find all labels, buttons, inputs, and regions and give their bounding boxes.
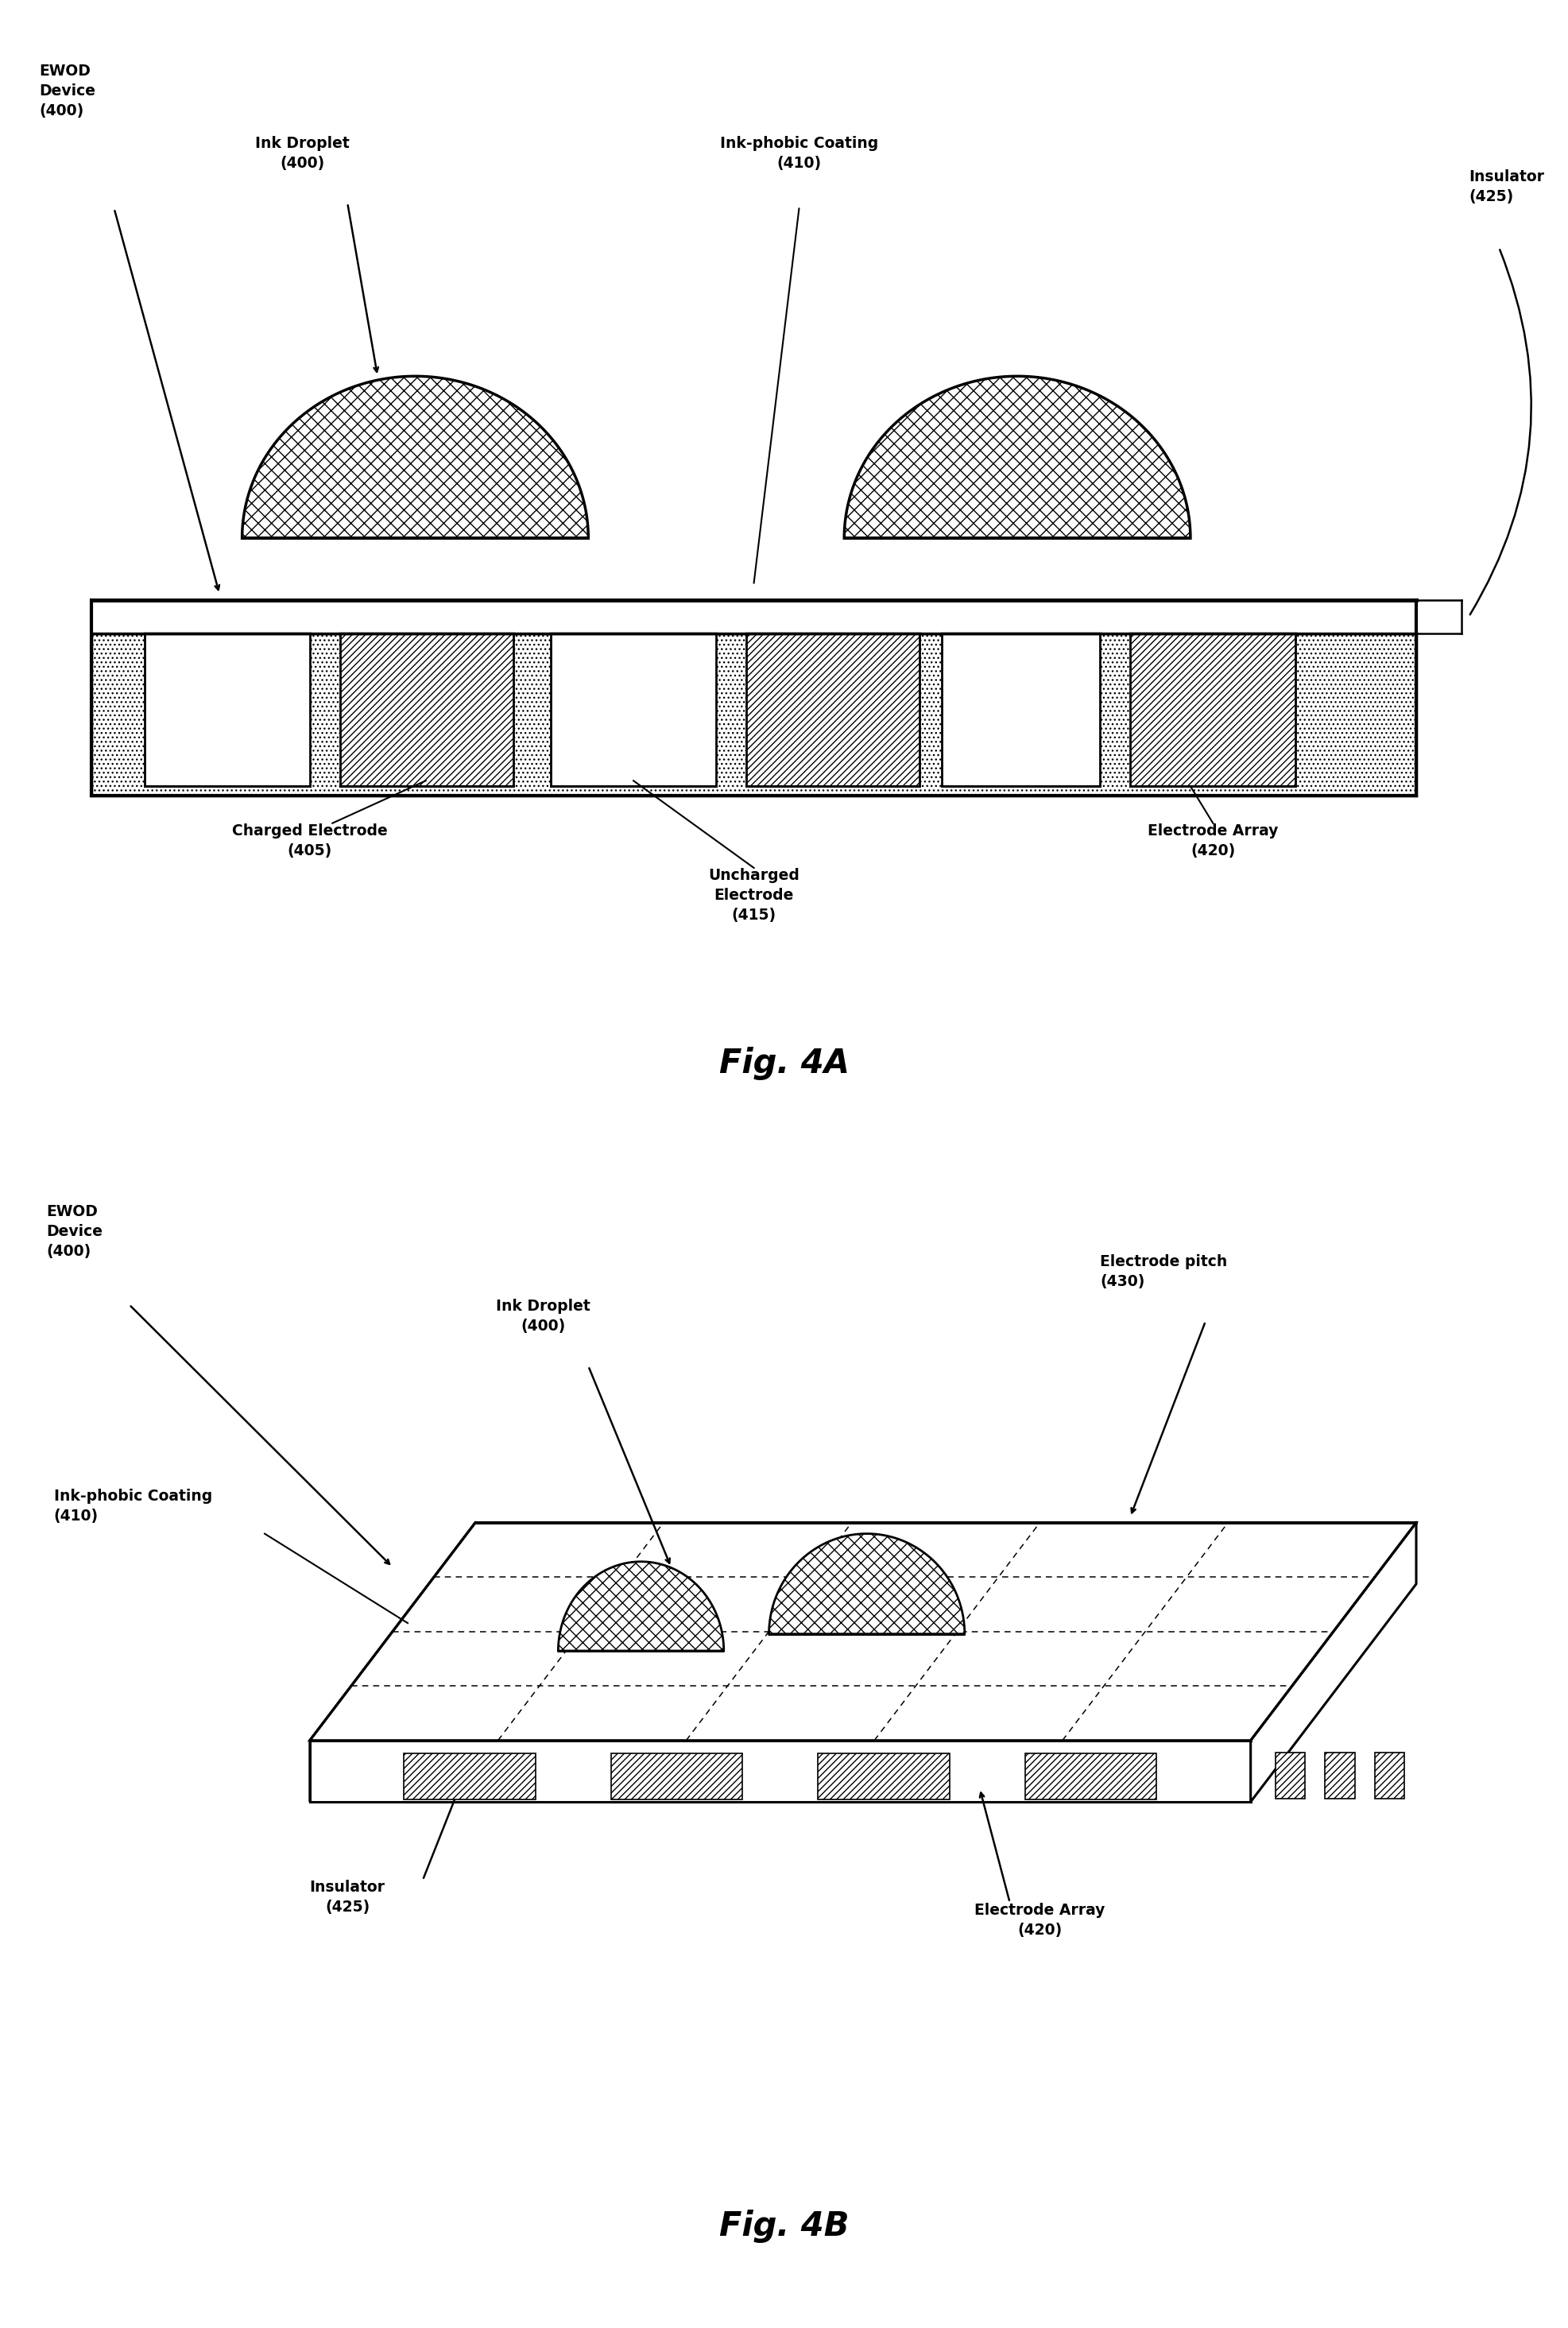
Bar <box>91 633 1416 796</box>
Text: Ink-phobic Coating
(410): Ink-phobic Coating (410) <box>720 135 878 170</box>
Text: Electrode pitch
(430): Electrode pitch (430) <box>1101 1255 1228 1290</box>
Text: Ink Droplet
(400): Ink Droplet (400) <box>256 135 350 170</box>
Polygon shape <box>768 1534 964 1634</box>
Polygon shape <box>1275 1753 1305 1800</box>
Polygon shape <box>612 1753 743 1800</box>
Bar <box>550 633 717 787</box>
Polygon shape <box>558 1562 724 1651</box>
Text: EWOD
Device
(400): EWOD Device (400) <box>47 1204 103 1259</box>
Text: Insulator
(425): Insulator (425) <box>1469 170 1544 205</box>
Text: Fig. 4B: Fig. 4B <box>720 2209 848 2244</box>
Text: Ink-phobic Coating
(410): Ink-phobic Coating (410) <box>53 1490 212 1525</box>
Text: Charged Electrode
(405): Charged Electrode (405) <box>232 824 387 859</box>
Polygon shape <box>1251 1523 1416 1802</box>
Bar <box>144 633 310 787</box>
Text: Ink Droplet
(400): Ink Droplet (400) <box>495 1299 590 1334</box>
Polygon shape <box>310 1741 1251 1802</box>
Polygon shape <box>241 377 588 538</box>
Text: Electrode Array
(420): Electrode Array (420) <box>975 1902 1105 1937</box>
Polygon shape <box>1325 1753 1355 1800</box>
Text: EWOD
Device
(400): EWOD Device (400) <box>39 63 96 119</box>
Bar <box>746 633 919 787</box>
Polygon shape <box>310 1523 475 1802</box>
Polygon shape <box>844 377 1190 538</box>
Text: Uncharged
Electrode
(415): Uncharged Electrode (415) <box>709 868 800 922</box>
Polygon shape <box>310 1523 1416 1741</box>
Text: Insulator
(425): Insulator (425) <box>310 1881 386 1916</box>
Text: Fig. 4A: Fig. 4A <box>718 1048 850 1080</box>
Polygon shape <box>405 1753 536 1800</box>
Polygon shape <box>818 1753 950 1800</box>
Bar <box>340 633 513 787</box>
Bar <box>942 633 1101 787</box>
Bar <box>91 601 1416 633</box>
Polygon shape <box>1375 1753 1405 1800</box>
Bar <box>1131 633 1295 787</box>
Polygon shape <box>1025 1753 1157 1800</box>
Text: Electrode Array
(420): Electrode Array (420) <box>1148 824 1278 859</box>
